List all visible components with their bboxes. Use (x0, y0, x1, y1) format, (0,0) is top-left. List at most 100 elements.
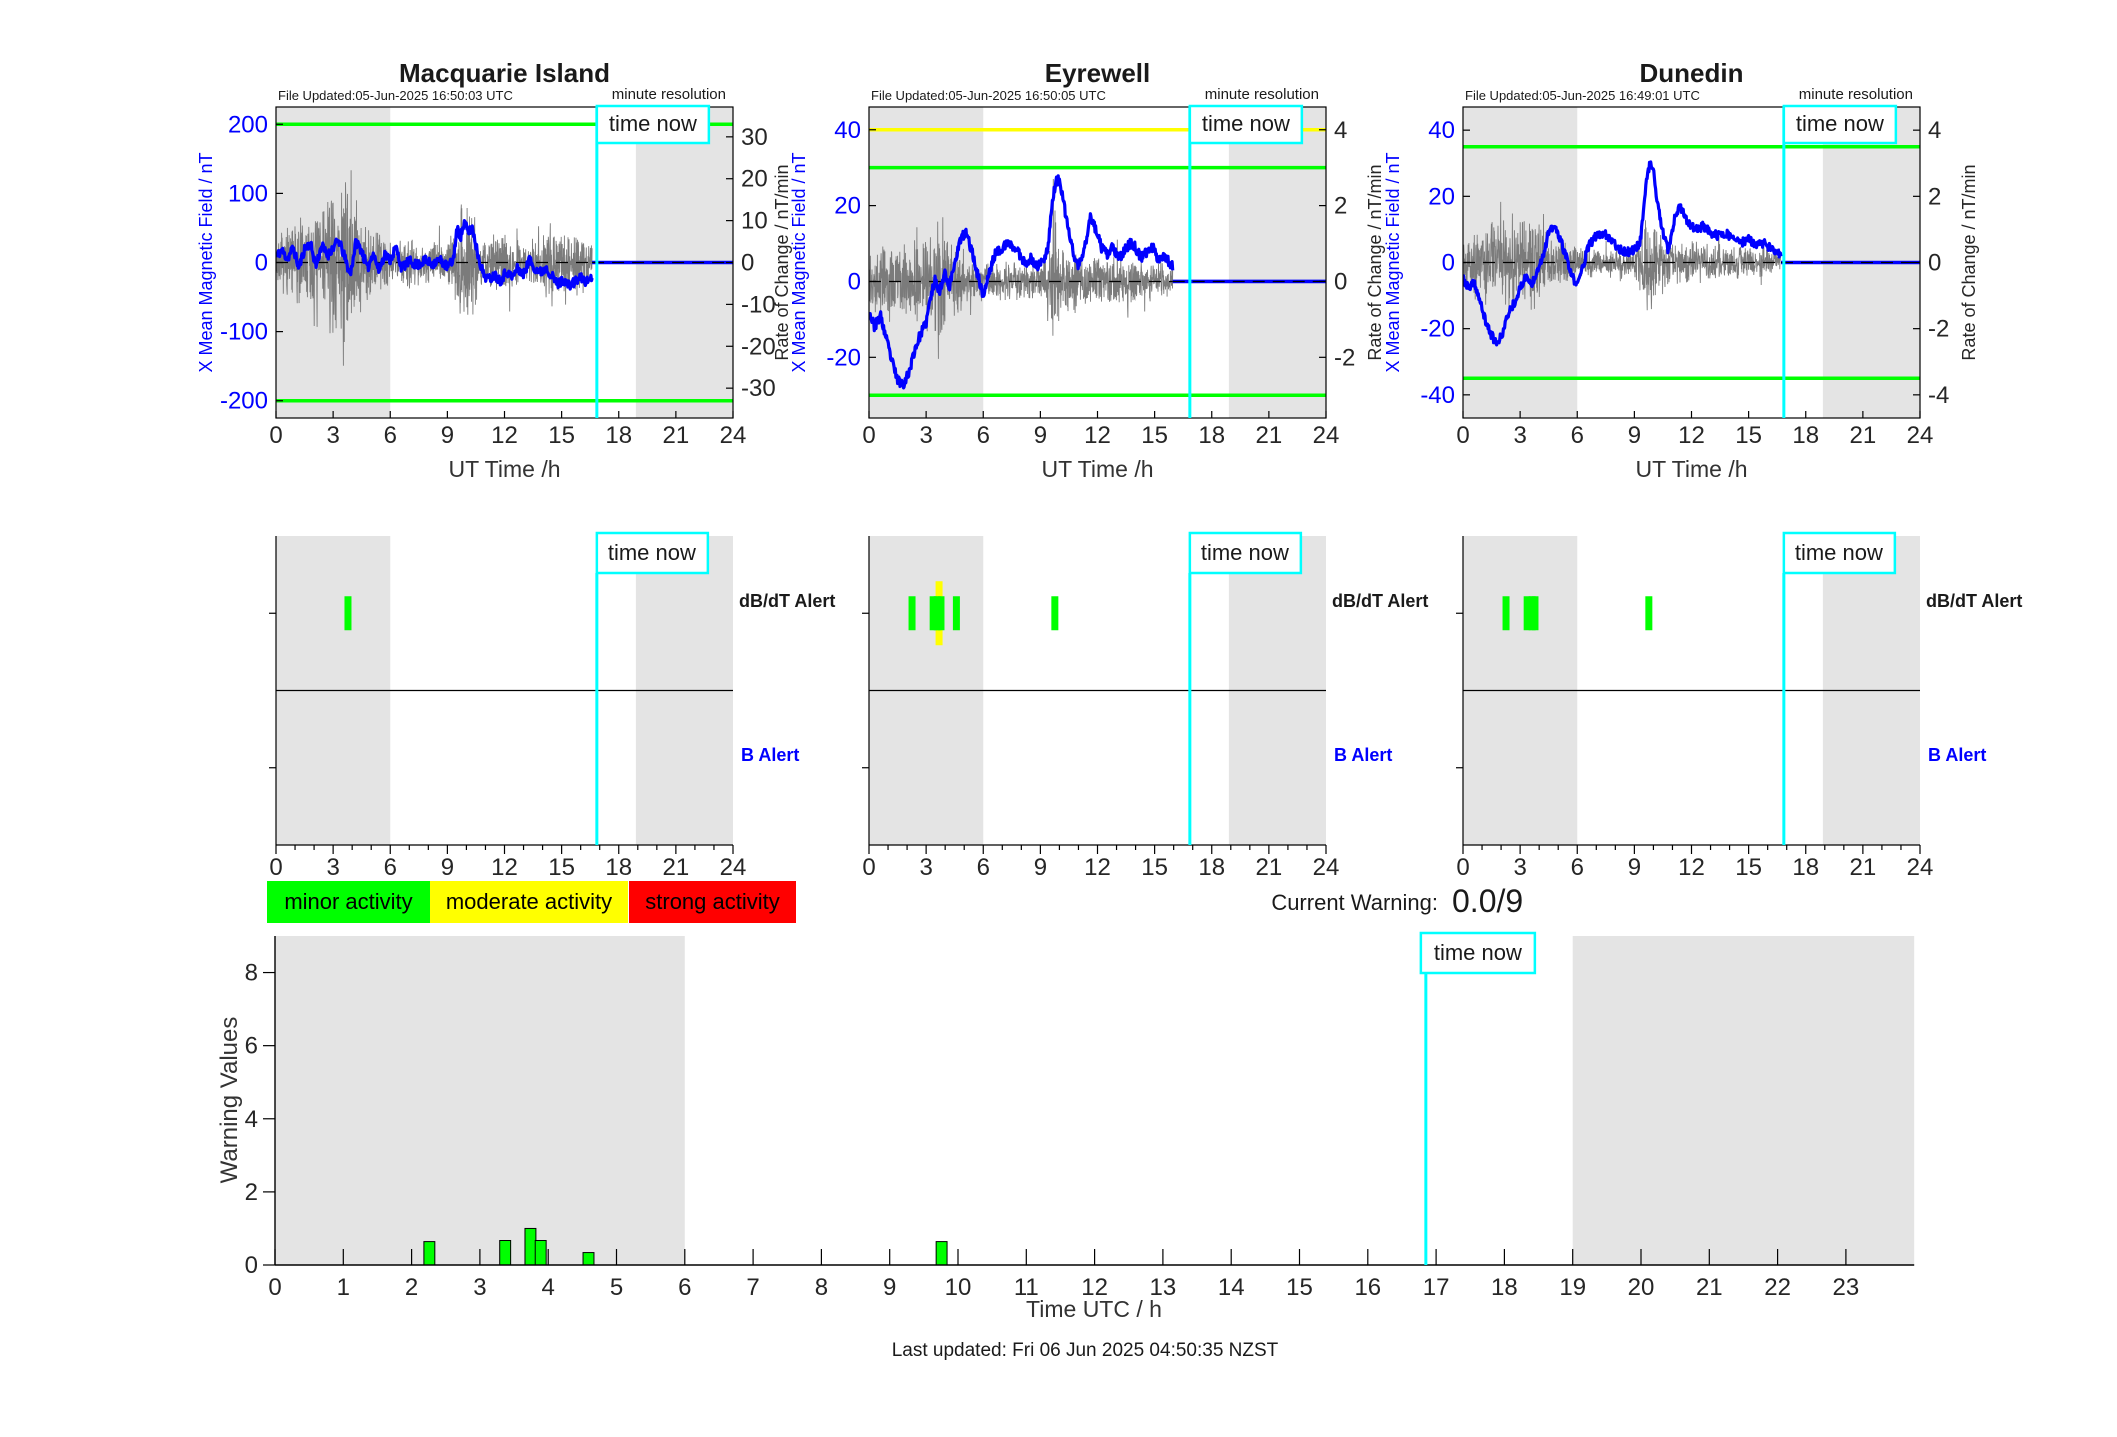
x-tick-label: 18 (1792, 422, 1819, 449)
x-tick-label: 7 (746, 1274, 759, 1301)
left-tick-label: 40 (1428, 117, 1455, 144)
y-tick-label: 4 (245, 1106, 258, 1133)
warning-bar (423, 1241, 436, 1266)
x-tick-label: 3 (919, 422, 932, 449)
x-tick-label: 0 (1456, 422, 1469, 449)
x-tick-label: 9 (883, 1274, 896, 1301)
x-tick-label: 0 (862, 422, 875, 449)
strip-x-tick-label: 21 (663, 854, 690, 881)
x-tick-label: 12 (1678, 422, 1705, 449)
time-now-label: time now (1202, 111, 1290, 136)
x-tick-label: 24 (720, 422, 747, 449)
y-tick-label: 8 (245, 960, 258, 987)
time-now-label: time now (1796, 111, 1884, 136)
current-warning-value: 0.0/9 (1452, 883, 1524, 919)
right-tick-label: 30 (741, 124, 768, 151)
dbdt-alert-mark-green (1523, 596, 1531, 631)
strip-x-tick-label: 3 (919, 854, 932, 881)
time-now-box (1188, 531, 1303, 575)
dbdt-alert-mark-green (952, 596, 960, 631)
b-alert-label: B Alert (1334, 745, 1393, 765)
x-tick-label: 3 (1513, 422, 1526, 449)
x-tick-label: 11 (1014, 1274, 1039, 1301)
left-tick-label: 0 (1442, 250, 1455, 277)
strip-x-tick-label: 0 (862, 854, 875, 881)
x-tick-label: 3 (326, 422, 339, 449)
left-axis-title: X Mean Magnetic Field / nT (789, 152, 809, 372)
right-tick-label: -30 (741, 375, 776, 402)
strip-x-tick-label: 15 (1141, 854, 1168, 881)
left-axis-title: X Mean Magnetic Field / nT (196, 152, 216, 372)
dbdt-alert-mark-green (1502, 596, 1510, 631)
file-updated-text: File Updated:05-Jun-2025 16:50:03 UTC (278, 88, 513, 103)
x-tick-label: 1 (337, 1274, 350, 1301)
right-tick-label: -4 (1928, 382, 1949, 409)
time-now-label: time now (1795, 540, 1883, 565)
x-tick-label: 24 (1313, 422, 1340, 449)
station-panel-dunedin: Dunedin File Updated:05-Jun-2025 16:49:0… (1377, 36, 2087, 896)
x-tick-label: 15 (1735, 422, 1762, 449)
time-now-box (1419, 931, 1537, 975)
x-tick-label: 24 (1907, 422, 1934, 449)
right-axis-title: Rate of Change / nT/min (1365, 164, 1385, 360)
x-tick-label: 0 (269, 422, 282, 449)
dbdt-alert-mark-green (937, 596, 945, 631)
x-tick-label: 21 (1850, 422, 1877, 449)
right-tick-label: 20 (741, 166, 768, 193)
file-updated-text: File Updated:05-Jun-2025 16:49:01 UTC (1465, 88, 1700, 103)
x-tick-label: 6 (384, 422, 397, 449)
legend-minor-activity: minor activity (267, 881, 430, 923)
strip-x-tick-label: 18 (605, 854, 632, 881)
time-now-box (595, 104, 711, 145)
x-tick-label: 18 (605, 422, 632, 449)
x-tick-label: 13 (1150, 1274, 1177, 1301)
time-axis-title: Time UTC / h (1026, 1296, 1162, 1322)
legend-strong-activity: strong activity (629, 881, 796, 923)
x-tick-label: 21 (1696, 1274, 1723, 1301)
right-tick-label: 0 (1334, 268, 1347, 295)
left-tick-label: 20 (834, 193, 861, 220)
current-warning-label: Current Warning: (1271, 890, 1438, 915)
strip-x-tick-label: 6 (384, 854, 397, 881)
b-alert-label: B Alert (741, 745, 800, 765)
time-now-label: time now (1201, 540, 1289, 565)
dbdt-alert-label: dB/dT Alert (1926, 591, 2023, 611)
x-tick-label: 15 (1141, 422, 1168, 449)
b-alert-label: B Alert (1928, 745, 1987, 765)
time-now-label: time now (1434, 940, 1522, 965)
x-tick-label: 6 (678, 1274, 691, 1301)
right-tick-label: 0 (741, 250, 754, 277)
right-tick-label: -2 (1334, 344, 1355, 371)
mean-field-series (276, 218, 594, 291)
x-tick-label: 17 (1423, 1274, 1450, 1301)
right-tick-label: -20 (741, 333, 776, 360)
x-axis-title: UT Time /h (448, 456, 560, 482)
x-axis-title: UT Time /h (1041, 456, 1153, 482)
strip-x-tick-label: 21 (1850, 854, 1877, 881)
left-tick-label: 0 (848, 268, 861, 295)
right-tick-label: 4 (1334, 117, 1347, 144)
dbdt-alert-mark-green (344, 596, 352, 631)
time-now-box (1782, 104, 1898, 145)
left-axis-title: X Mean Magnetic Field / nT (1383, 152, 1403, 372)
strip-x-tick-label: 6 (1571, 854, 1584, 881)
time-now-label: time now (609, 111, 697, 136)
strip-x-tick-label: 0 (1456, 854, 1469, 881)
dbdt-alert-mark-green (1531, 596, 1539, 631)
dbdt-alert-mark-green (908, 596, 916, 631)
strip-x-tick-label: 9 (1628, 854, 1641, 881)
station-title: Macquarie Island (399, 57, 610, 88)
warning-bar (524, 1227, 537, 1266)
right-tick-label: -10 (741, 291, 776, 318)
dbdt-alert-mark-green (1645, 596, 1653, 631)
time-now-box (595, 531, 710, 575)
time-now-box (1782, 531, 1897, 575)
x-tick-label: 9 (1034, 422, 1047, 449)
file-updated-text: File Updated:05-Jun-2025 16:50:05 UTC (871, 88, 1106, 103)
right-axis-title: Rate of Change / nT/min (772, 164, 792, 360)
minute-resolution-label: minute resolution (611, 86, 726, 103)
strip-x-tick-label: 12 (1678, 854, 1705, 881)
